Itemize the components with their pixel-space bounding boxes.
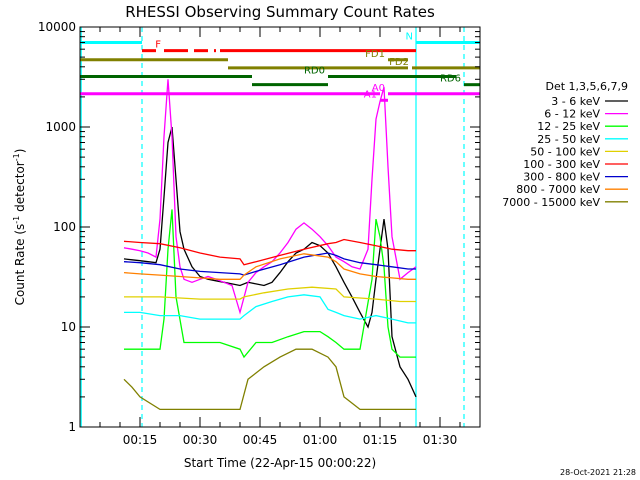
y-tick-label-10000: 10000 xyxy=(38,20,76,34)
flag-label-fd1: FD1 xyxy=(365,49,385,60)
flag-label-n: N xyxy=(406,31,413,42)
legend-label-8: 7000 - 15000 keV xyxy=(502,196,600,209)
x-tick-label-75: 01:15 xyxy=(363,433,398,447)
flag-label-a0: A0 xyxy=(372,83,385,94)
flag-label-rd6: RD6 xyxy=(440,74,461,85)
y-axis-label: Count Rate (s-1 detector-1) xyxy=(12,149,27,306)
x-tick-label-15: 00:15 xyxy=(123,433,158,447)
plot-area: NFFD1FD2RD0RD6A1A0 xyxy=(80,27,480,427)
series-line-0 xyxy=(123,126,417,398)
legend-label-6: 300 - 800 keV xyxy=(523,171,600,184)
legend-label-0: 3 - 6 keV xyxy=(551,95,600,108)
x-axis-label: Start Time (22-Apr-15 00:00:22) xyxy=(184,456,376,470)
series-line-6 xyxy=(123,252,416,276)
legend-label-3: 25 - 50 keV xyxy=(537,133,600,146)
y-axis-label-sup1: -1 xyxy=(12,216,21,224)
flag-label-fd2: FD2 xyxy=(389,57,409,68)
x-tick-label-45: 00:45 xyxy=(243,433,278,447)
legend-label-4: 50 - 100 keV xyxy=(530,145,600,158)
timestamp: 28-Oct-2021 21:28 xyxy=(560,468,636,477)
flag-label-rd0: RD0 xyxy=(304,65,325,76)
series-line-3 xyxy=(124,294,416,324)
x-tick-label-90: 01:30 xyxy=(423,433,458,447)
y-axis-label-main: Count Rate (s xyxy=(13,224,27,306)
series-line-4 xyxy=(124,286,416,303)
legend-label-2: 12 - 25 keV xyxy=(537,120,600,133)
y-tick-label-100: 100 xyxy=(53,220,76,234)
legend-label-7: 800 - 7000 keV xyxy=(516,183,600,196)
series-line-8 xyxy=(123,348,416,411)
x-tick-label-60: 01:00 xyxy=(303,433,338,447)
y-tick-label-10: 10 xyxy=(61,320,76,334)
legend-label-5: 100 - 300 keV xyxy=(523,158,600,171)
chart-title: RHESSI Observing Summary Count Rates xyxy=(125,3,435,21)
series-line-7 xyxy=(123,253,416,280)
y-axis-label-sup2: -1 xyxy=(12,153,21,161)
y-tick-label-1000: 1000 xyxy=(45,120,76,134)
y-axis: 1 10 100 1000 10000 xyxy=(38,20,480,434)
y-axis-label-mid: detector xyxy=(13,161,27,216)
x-tick-label-30: 00:30 xyxy=(183,433,218,447)
legend-label-1: 6 - 12 keV xyxy=(544,108,600,121)
plot-frame xyxy=(79,26,481,428)
y-tick-label-1: 1 xyxy=(68,420,76,434)
legend-title: Det 1,3,5,6,7,9 xyxy=(545,80,628,93)
series-line-5 xyxy=(123,238,416,266)
flag-label-f: F xyxy=(155,40,161,51)
series-line-1 xyxy=(123,79,417,315)
y-axis-label-end: ) xyxy=(13,149,27,154)
x-axis: 00:15 00:30 00:45 01:00 01:15 01:30 xyxy=(99,27,461,447)
